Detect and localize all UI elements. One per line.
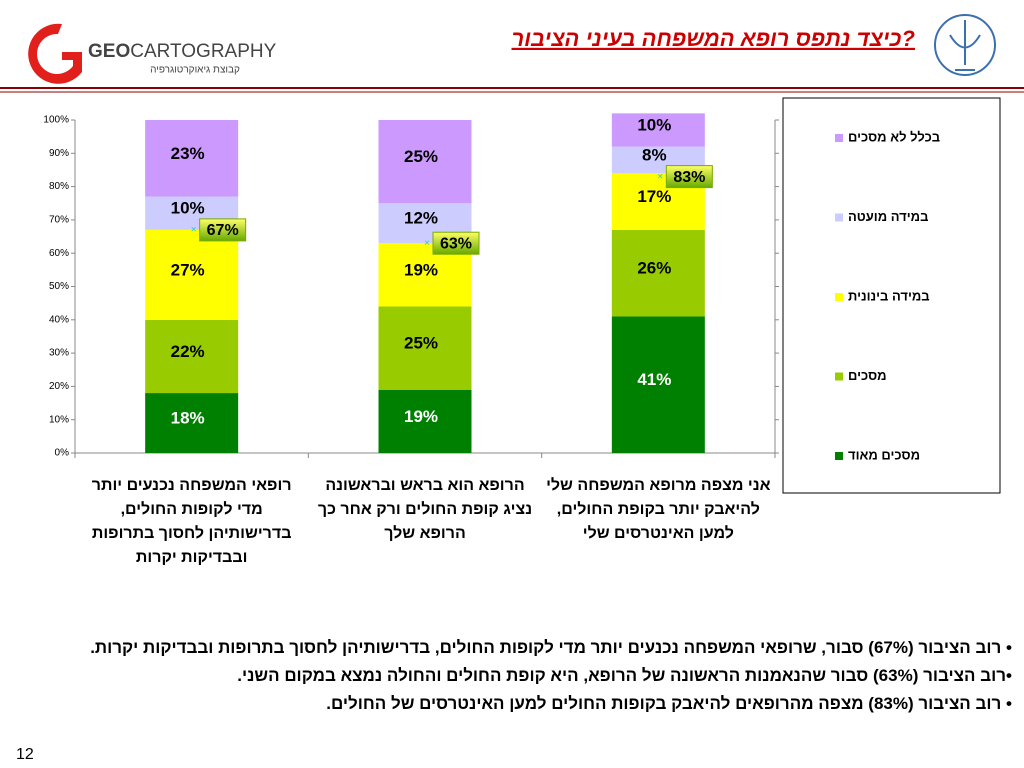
data-label: 19% [404,260,438,279]
y-tick-label: 70% [49,215,69,226]
marker: × [191,225,197,236]
data-label: 10% [171,199,205,218]
logo-bold: GEO [88,41,130,62]
data-label: 22% [171,342,205,361]
bar-segment [145,229,239,320]
page-number: 12 [16,746,34,763]
bar-segment [145,393,239,453]
slide-title: כיצד נתפס רופא המשפחה בעיני הציבור? [512,26,915,51]
legend-swatch [835,134,843,142]
data-label: 26% [637,259,671,278]
x-tick-label: הרופא הוא בראש ובראשונה נציג קופת החולים… [317,477,533,542]
y-tick-label: 0% [55,448,70,459]
bullet: • רוב הציבור (83%) מצפה מהרופאים להיאבק … [326,694,1012,713]
data-label: 19% [404,407,438,426]
bullets: • רוב הציבור (67%) סבור, שרופאי המשפחה נ… [22,634,1012,718]
legend-box [782,97,1001,494]
x-tick-label: רופאי המשפחה נכנעים יותר מדי לקופות החול… [91,477,292,566]
data-label: 10% [637,115,671,134]
bar-segment [611,113,705,147]
marker-box [665,165,713,189]
data-label: 27% [171,260,205,279]
bar-segment [145,120,239,197]
bullet: •רוב הציבור (63%) סבור שהנאמנות הראשונה … [237,666,1012,685]
bar-segment [378,306,472,390]
legend-swatch [835,372,843,381]
y-tick-label: 50% [49,281,69,292]
y-tick-label: 100% [43,115,69,126]
legend-label: מסכים [848,368,887,383]
legend-swatch [835,293,843,301]
bar-segment [378,120,472,204]
marker: × [657,171,663,182]
bullet: • רוב הציבור (67%) סבור, שרופאי המשפחה נ… [90,638,1012,657]
data-label: 41% [637,370,671,389]
marker-label: 83% [673,169,705,186]
y-tick-label: 10% [49,414,69,425]
legend-label: במידה מועטה [848,209,928,224]
logo-rest: CARTOGRAPHY [130,41,276,62]
bar-segment [145,319,239,394]
data-label: 12% [404,209,438,228]
legend-swatch [835,213,843,222]
logo-subtitle: קבוצת גיאוקרטוגרפיה [150,65,240,76]
legend-label: בכלל לא מסכים [848,129,940,144]
bar-segment [611,229,705,317]
marker-label: 67% [207,222,239,239]
bar-segment [611,316,705,453]
marker-box [432,231,480,255]
legend-label: במידה בינונית [848,288,930,303]
legend-label: מסכים מאוד [848,447,920,462]
y-tick-label: 40% [49,314,69,325]
data-label: 18% [171,409,205,428]
legend-swatch [835,452,843,460]
y-tick-label: 30% [49,348,69,359]
marker: × [424,238,430,249]
data-label: 8% [642,145,667,164]
marker-label: 63% [440,235,472,252]
data-label: 17% [637,187,671,206]
y-tick-label: 80% [49,181,69,192]
marker-box [199,218,247,242]
emblem [934,14,996,76]
data-label: 25% [404,147,438,166]
bar-segment [378,389,472,453]
data-label: 23% [171,144,205,163]
y-tick-label: 60% [49,248,69,259]
data-label: 25% [404,334,438,353]
x-tick-label: אני מצפה מרופא המשפחה שלי להיאבק יותר בק… [546,477,771,542]
logo-mark [28,23,82,84]
y-tick-label: 20% [49,381,69,392]
logo-name: GEOCARTOGRAPHY [88,41,277,62]
y-tick-label: 90% [49,148,69,159]
